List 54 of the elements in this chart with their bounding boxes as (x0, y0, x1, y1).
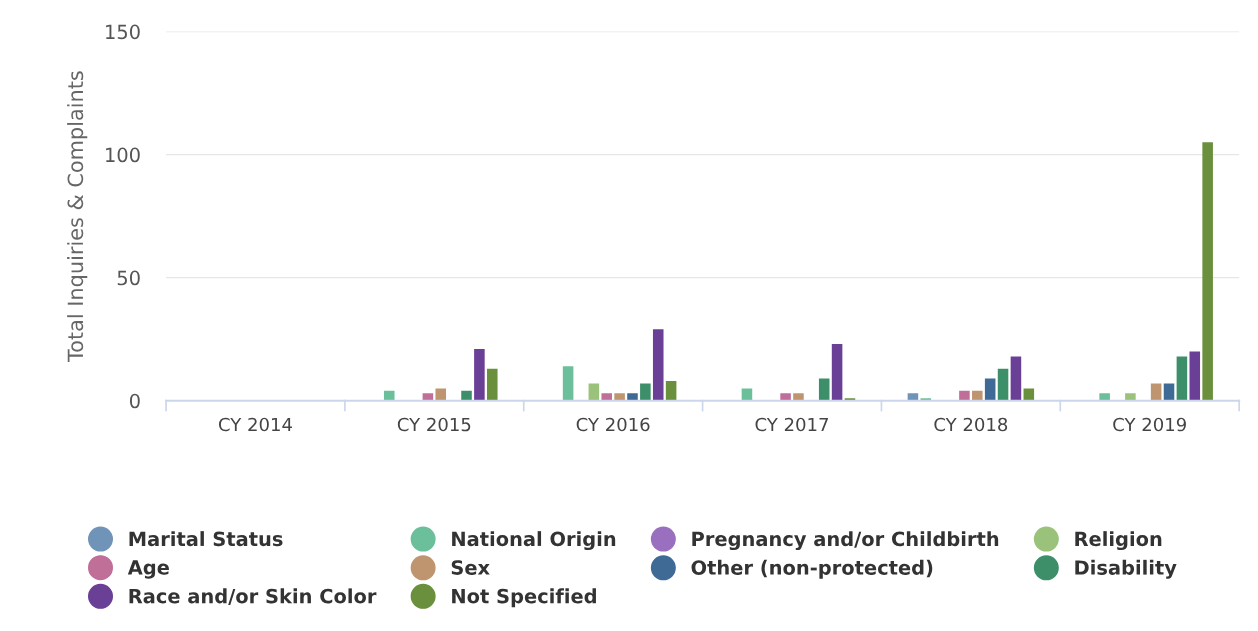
bar (461, 390, 472, 401)
bar (1099, 393, 1110, 401)
bar (562, 366, 574, 401)
y-axis-title: Total Inquiries & Complaints (67, 71, 88, 363)
bar (959, 390, 970, 401)
bar (422, 393, 434, 401)
bar (588, 383, 600, 401)
legend-label: Not Specified (452, 588, 596, 608)
bar (474, 349, 485, 401)
legend-label: Marital Status (129, 531, 283, 547)
bar (1023, 388, 1035, 401)
bar (984, 378, 996, 401)
x-tick-label: CY 2015 (397, 417, 471, 432)
legend-label: Age (127, 560, 169, 579)
y-tick-label: 150 (106, 24, 140, 40)
legend-label: Sex (451, 560, 490, 575)
legend-label: Race and/or Skin Color (129, 588, 377, 605)
bar (1176, 356, 1188, 401)
bar (793, 393, 804, 401)
y-tick-label: 0 (129, 393, 140, 409)
legend-label: National Origin (452, 531, 616, 551)
bar (640, 383, 651, 401)
x-tick-label: CY 2017 (755, 417, 828, 432)
bar (665, 381, 677, 401)
bar (652, 329, 664, 401)
bar (1202, 142, 1213, 401)
bar (818, 378, 830, 401)
bar (1125, 393, 1136, 401)
y-tick-label: 100 (106, 147, 140, 163)
legend-label: Other (non-protected) (691, 559, 933, 579)
bar (601, 393, 613, 401)
bar (831, 344, 843, 401)
legend-label: Disability (1075, 559, 1177, 579)
bar (972, 390, 983, 401)
x-tick-label: CY 2019 (1113, 417, 1186, 432)
bar (627, 393, 638, 401)
x-tick-label: CY 2014 (218, 417, 292, 432)
bar (1189, 351, 1201, 401)
y-tick-label: 50 (117, 270, 140, 286)
bar (383, 390, 395, 401)
x-tick-label: CY 2018 (934, 417, 1008, 432)
bar (997, 368, 1009, 401)
x-tick-label: CY 2016 (576, 417, 650, 432)
bar (741, 388, 753, 401)
bar (614, 393, 625, 401)
bar (486, 368, 498, 401)
legend-label: Religion (1075, 531, 1162, 551)
bar (907, 393, 919, 401)
bar (1010, 356, 1022, 401)
legend-label: Pregnancy and/or Childbirth (692, 531, 999, 551)
bar (780, 393, 791, 401)
bar (435, 388, 447, 401)
bar (1163, 383, 1175, 401)
bar (1150, 383, 1162, 401)
